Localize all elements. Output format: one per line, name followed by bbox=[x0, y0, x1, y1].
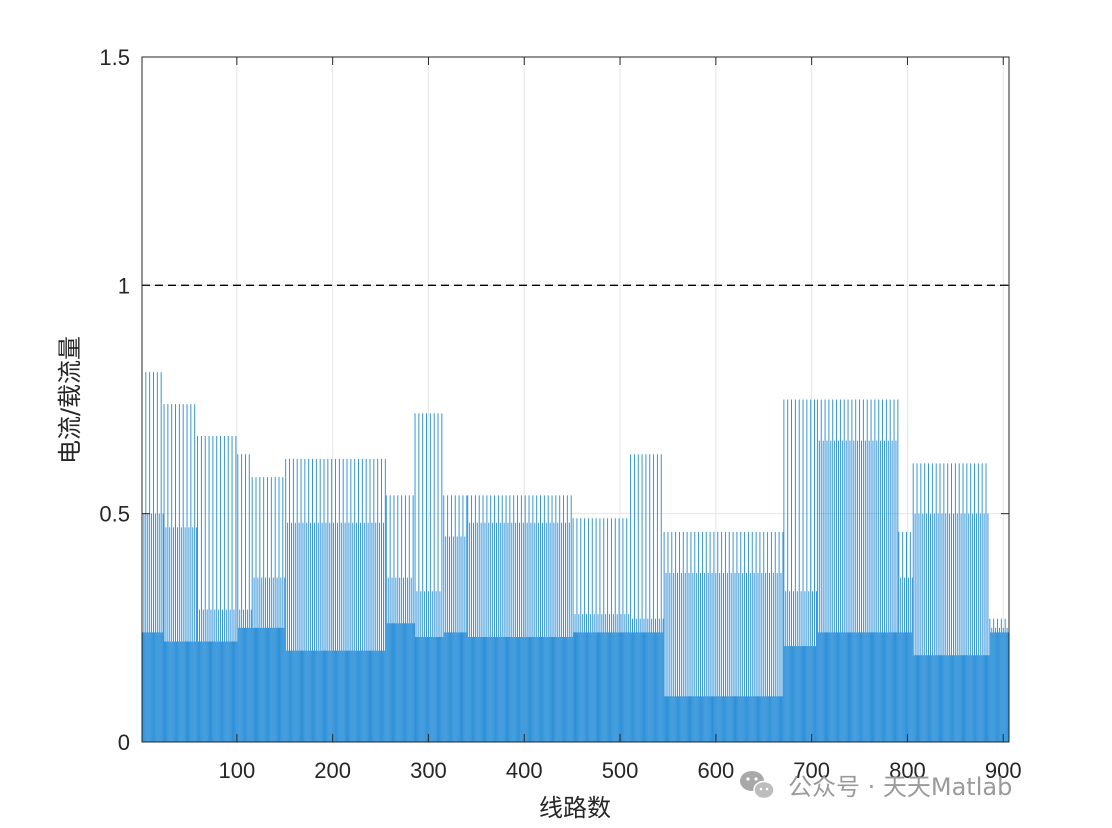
y-tick-label: 0 bbox=[118, 730, 130, 755]
x-tick-label: 400 bbox=[506, 758, 543, 783]
bars-group bbox=[141, 372, 1010, 742]
x-tick-label: 600 bbox=[697, 758, 734, 783]
wechat-icon bbox=[740, 771, 775, 800]
watermark-text: 公众号 · 天天Matlab bbox=[788, 773, 1012, 801]
axis-ticks bbox=[142, 56, 1009, 743]
x-tick-label: 100 bbox=[218, 758, 255, 783]
y-axis-label: 电流/载流量 bbox=[56, 336, 84, 464]
y-tick-label: 1.5 bbox=[99, 45, 130, 70]
y-tick-label: 0.5 bbox=[99, 502, 130, 527]
x-axis-label: 线路数 bbox=[539, 794, 611, 822]
x-tick-labels: 100 200 300 400 500 600 700 800 900 bbox=[218, 758, 1021, 783]
x-tick-label: 200 bbox=[314, 758, 351, 783]
plot-area bbox=[142, 57, 1009, 742]
x-tick-label: 300 bbox=[410, 758, 447, 783]
x-tick-label: 800 bbox=[889, 758, 926, 783]
plot-frame bbox=[141, 56, 1010, 743]
x-tick-label: 500 bbox=[602, 758, 639, 783]
x-tick-label: 700 bbox=[793, 758, 830, 783]
y-tick-label: 1 bbox=[118, 273, 130, 298]
watermark: 公众号 · 天天Matlab bbox=[740, 771, 1012, 801]
y-tick-labels: 0 0.5 1 1.5 bbox=[99, 45, 130, 755]
x-tick-label: 900 bbox=[985, 758, 1022, 783]
